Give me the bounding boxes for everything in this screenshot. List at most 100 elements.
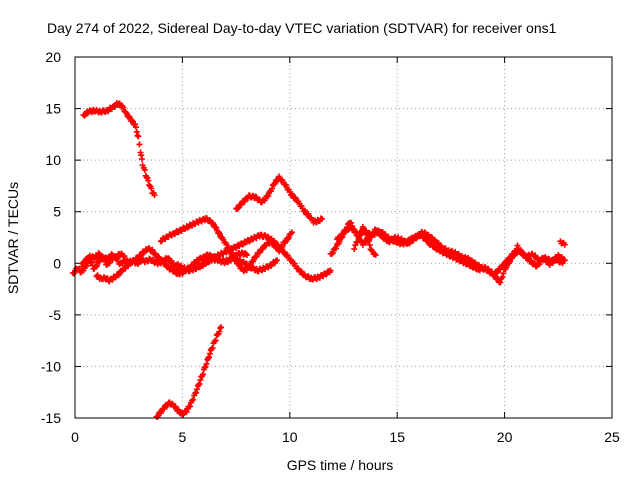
x-axis-label: GPS time / hours: [287, 457, 394, 473]
data-point: [503, 264, 510, 271]
data-point: [208, 345, 215, 352]
x-tick-label: 25: [604, 429, 620, 445]
data-point: [514, 242, 521, 249]
data-point: [192, 390, 199, 397]
data-point: [120, 104, 127, 111]
data-point: [561, 241, 568, 248]
data-point: [161, 405, 168, 412]
data-marks: [69, 100, 568, 421]
data-point: [319, 215, 326, 222]
data-point: [193, 389, 200, 396]
data-point: [497, 279, 504, 286]
data-point: [146, 182, 153, 189]
data-point: [507, 258, 514, 265]
data-point: [121, 253, 128, 260]
data-point: [366, 242, 373, 249]
series-track-a: [80, 100, 158, 199]
data-point: [344, 224, 351, 231]
data-point: [190, 396, 197, 403]
data-point: [499, 274, 506, 281]
data-point: [239, 241, 246, 248]
data-point: [211, 338, 218, 345]
data-point: [205, 355, 212, 362]
data-point: [238, 201, 245, 208]
series-track-k: [334, 219, 566, 286]
data-point: [509, 253, 516, 260]
y-tick-label: 5: [53, 204, 61, 220]
y-axis-label: SDTVAR / TECUs: [5, 182, 21, 294]
data-point: [213, 224, 220, 231]
data-point: [269, 185, 276, 192]
series-track-d: [78, 250, 128, 270]
y-tick-label: 20: [45, 49, 61, 65]
data-point: [329, 249, 336, 256]
data-point: [339, 231, 346, 238]
chart-title: Day 274 of 2022, Sidereal Day-to-day VTE…: [47, 20, 557, 36]
data-point: [209, 344, 216, 351]
data-point: [201, 364, 208, 371]
data-point: [155, 253, 162, 260]
data-point: [327, 267, 334, 274]
data-point: [132, 124, 139, 131]
data-point: [323, 271, 330, 278]
data-point: [196, 380, 203, 387]
data-point: [189, 397, 196, 404]
data-point: [242, 250, 249, 257]
data-point: [340, 230, 347, 237]
data-point: [203, 360, 210, 367]
series-track-l: [351, 225, 379, 259]
data-point: [145, 177, 152, 184]
data-point: [348, 219, 355, 226]
x-tick-label: 15: [389, 429, 405, 445]
data-point: [352, 242, 359, 249]
tick-labels: 0 5 10 15 20 25 -15 -10 -5 0 5 10 15 20: [41, 49, 620, 445]
plot-border: [74, 56, 613, 419]
data-point: [157, 238, 164, 245]
data-point: [265, 192, 272, 199]
data-point: [200, 371, 207, 378]
y-tick-label: -5: [49, 307, 62, 323]
series-track-m: [557, 238, 568, 248]
data-point: [128, 117, 135, 124]
data-point: [216, 230, 223, 237]
series-track-g: [172, 231, 334, 283]
data-point: [93, 263, 100, 270]
data-point: [241, 198, 248, 205]
data-point: [351, 246, 358, 253]
data-point: [500, 270, 507, 277]
data-point: [212, 337, 219, 344]
y-tick-label: -10: [41, 358, 61, 374]
data-point: [134, 132, 141, 139]
data-point: [217, 325, 224, 332]
data-point: [148, 185, 155, 192]
data-point: [220, 236, 227, 243]
data-point: [332, 245, 339, 252]
data-point: [218, 324, 225, 331]
data-point: [559, 260, 566, 267]
data-point: [285, 234, 292, 241]
data-point: [78, 263, 85, 270]
data-point: [250, 258, 257, 265]
data-point: [275, 241, 282, 248]
data-point: [206, 350, 213, 357]
data-point: [216, 328, 223, 335]
data-point: [133, 128, 140, 135]
data-point: [206, 354, 213, 361]
data-point: [108, 251, 115, 258]
data-point: [372, 252, 379, 259]
data-point: [184, 224, 191, 231]
data-point: [273, 257, 280, 264]
data-point: [485, 265, 492, 272]
data-point: [256, 249, 263, 256]
data-point: [354, 238, 361, 245]
data-point: [294, 265, 301, 272]
x-tick-label: 5: [179, 429, 187, 445]
data-point: [141, 166, 148, 173]
data-point: [234, 206, 241, 213]
data-point: [118, 250, 125, 257]
data-point: [151, 192, 158, 199]
data-point: [363, 230, 370, 237]
x-tick-label: 10: [282, 429, 298, 445]
